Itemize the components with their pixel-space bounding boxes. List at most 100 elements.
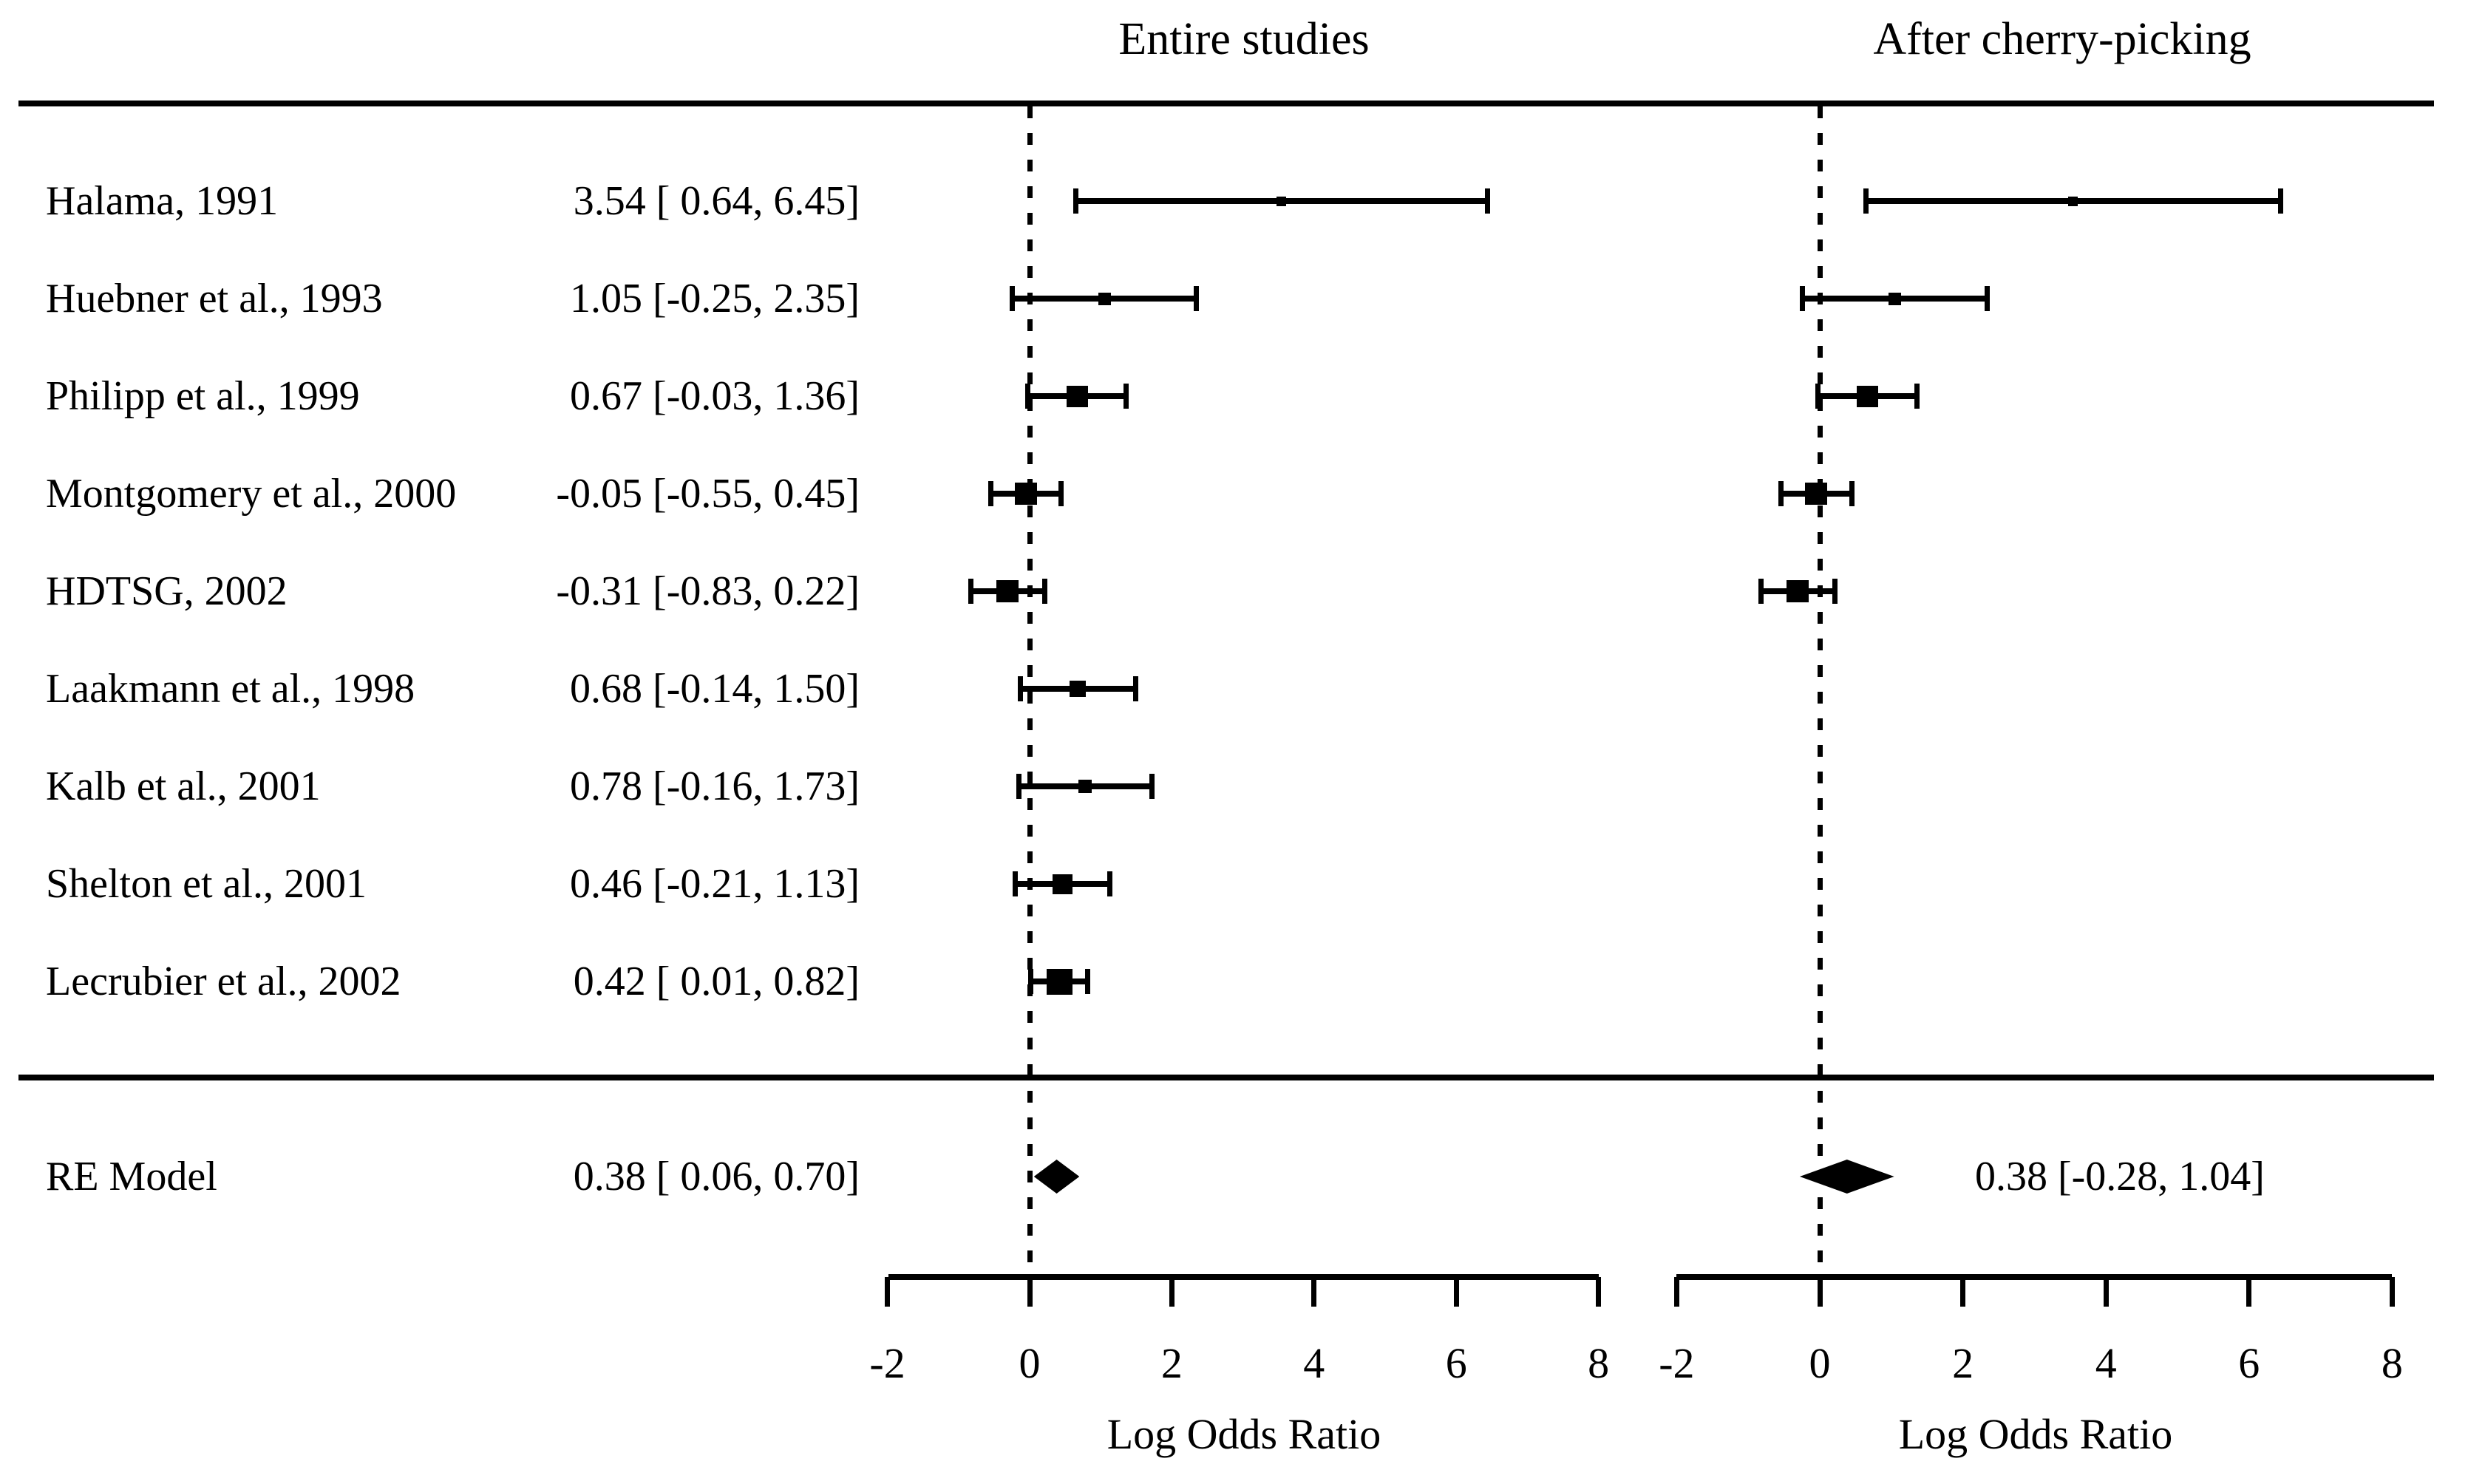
ci-cap-right <box>1849 481 1855 506</box>
top-rule <box>18 101 2434 106</box>
x-axis-tick-label: 2 <box>1160 1339 1183 1387</box>
study-label: Halama, 1991 <box>46 178 279 224</box>
x-axis-tick <box>1817 1277 1823 1307</box>
ci-cap-left <box>1025 384 1031 409</box>
study-label: Laakmann et al., 1998 <box>46 666 415 712</box>
x-axis-tick-label: 0 <box>1019 1339 1041 1387</box>
study-annotation: 3.54 [ 0.64, 6.45] <box>573 178 860 224</box>
ci-cap-right <box>1149 774 1155 799</box>
ci-cap-left <box>1863 188 1869 214</box>
x-axis-tick <box>885 1277 891 1307</box>
x-axis-tick <box>1027 1277 1033 1307</box>
ci-cap-right <box>1106 871 1112 896</box>
x-axis-tick-label: 4 <box>1303 1339 1325 1387</box>
x-axis-line <box>1676 1274 2392 1280</box>
ci-cap-right <box>1084 969 1090 994</box>
study-annotation: -0.05 [-0.55, 0.45] <box>556 471 860 517</box>
summary-separator-rule <box>18 1075 2434 1080</box>
ci-cap-right <box>1985 286 1991 311</box>
estimate-marker <box>1070 681 1087 697</box>
study-annotation: 0.67 [-0.03, 1.36] <box>570 373 860 419</box>
ci-cap-right <box>1133 676 1139 701</box>
ci-cap-left <box>1017 676 1023 701</box>
estimate-marker <box>1046 968 1072 995</box>
estimate-marker <box>1052 874 1072 894</box>
panel-title-after-cherry-picking: After cherry-picking <box>1873 14 2251 64</box>
study-label: HDTSG, 2002 <box>46 568 288 614</box>
estimate-marker <box>1015 483 1038 505</box>
estimate-marker <box>1786 580 1809 602</box>
x-axis-tick <box>1169 1277 1174 1307</box>
summary-diamond <box>1799 1160 1894 1194</box>
ci-cap-left <box>1012 871 1018 896</box>
zero-reference-dashed-line <box>1027 106 1033 1277</box>
ci-cap-left <box>968 579 974 604</box>
estimate-marker <box>1857 385 1879 407</box>
estimate-marker <box>1277 196 1287 206</box>
x-axis-tick <box>1311 1277 1317 1307</box>
study-annotation: -0.31 [-0.83, 0.22] <box>556 568 860 614</box>
study-label: Montgomery et al., 2000 <box>46 471 457 517</box>
panel-title-entire-studies: Entire studies <box>1118 14 1370 64</box>
study-annotation: 0.42 [ 0.01, 0.82] <box>573 959 860 1004</box>
study-annotation: 0.78 [-0.16, 1.73] <box>570 763 860 809</box>
summary-label: RE Model <box>46 1154 217 1199</box>
ci-cap-left <box>988 481 994 506</box>
x-axis-label-right: Log Odds Ratio <box>1898 1410 2173 1458</box>
study-label: Lecrubier et al., 2002 <box>46 959 401 1004</box>
study-label: Huebner et al., 1993 <box>46 276 383 321</box>
x-axis-tick-label: -2 <box>869 1339 905 1387</box>
estimate-marker <box>1889 292 1902 305</box>
x-axis-tick-label: 8 <box>2381 1339 2403 1387</box>
ci-cap-right <box>1123 384 1129 409</box>
ci-cap-right <box>1194 286 1200 311</box>
ci-cap-left <box>1799 286 1805 311</box>
x-axis-tick-label: 0 <box>1809 1339 1831 1387</box>
ci-cap-right <box>1042 579 1048 604</box>
x-axis-tick-label: 2 <box>1952 1339 1974 1387</box>
study-annotation: 0.46 [-0.21, 1.13] <box>570 861 860 907</box>
x-axis-tick <box>2389 1277 2395 1307</box>
zero-reference-dashed-line <box>1817 106 1823 1277</box>
study-label: Kalb et al., 2001 <box>46 763 321 809</box>
ci-cap-left <box>1016 774 1021 799</box>
estimate-marker <box>1066 385 1088 407</box>
estimate-marker <box>1098 292 1111 305</box>
x-axis-tick-label: 8 <box>1588 1339 1610 1387</box>
ci-cap-right <box>1058 481 1064 506</box>
ci-cap-right <box>1914 384 1920 409</box>
x-axis-tick <box>2103 1277 2109 1307</box>
ci-cap-right <box>2278 188 2284 214</box>
summary-annotation-cherry-picked: 0.38 [-0.28, 1.04] <box>1975 1154 2265 1199</box>
study-label: Philipp et al., 1999 <box>46 373 360 419</box>
x-axis-tick-label: -2 <box>1659 1339 1695 1387</box>
ci-cap-left <box>1758 579 1764 604</box>
ci-cap-left <box>1778 481 1784 506</box>
x-axis-tick-label: 4 <box>2095 1339 2117 1387</box>
ci-cap-right <box>1832 579 1838 604</box>
x-axis-tick <box>1596 1277 1602 1307</box>
x-axis-tick <box>2246 1277 2252 1307</box>
estimate-marker <box>996 580 1019 602</box>
estimate-marker <box>1805 483 1828 505</box>
x-axis-tick-label: 6 <box>1445 1339 1467 1387</box>
x-axis-tick <box>1673 1277 1679 1307</box>
x-axis-tick-label: 6 <box>2238 1339 2260 1387</box>
summary-diamond <box>1033 1160 1080 1194</box>
x-axis-line <box>888 1274 1599 1280</box>
ci-cap-left <box>1009 286 1015 311</box>
estimate-marker <box>1078 780 1092 793</box>
study-annotation: 1.05 [-0.25, 2.35] <box>570 276 860 321</box>
ci-cap-left <box>1072 188 1078 214</box>
estimate-marker <box>2068 196 2078 206</box>
study-label: Shelton et al., 2001 <box>46 861 367 907</box>
ci-cap-right <box>1485 188 1491 214</box>
study-annotation: 0.68 [-0.14, 1.50] <box>570 666 860 712</box>
x-axis-tick <box>1453 1277 1459 1307</box>
ci-cap-left <box>1027 969 1033 994</box>
ci-cap-left <box>1815 384 1821 409</box>
x-axis-label-left: Log Odds Ratio <box>1106 1410 1381 1458</box>
summary-annotation-entire: 0.38 [ 0.06, 0.70] <box>573 1154 860 1199</box>
x-axis-tick <box>1960 1277 1966 1307</box>
